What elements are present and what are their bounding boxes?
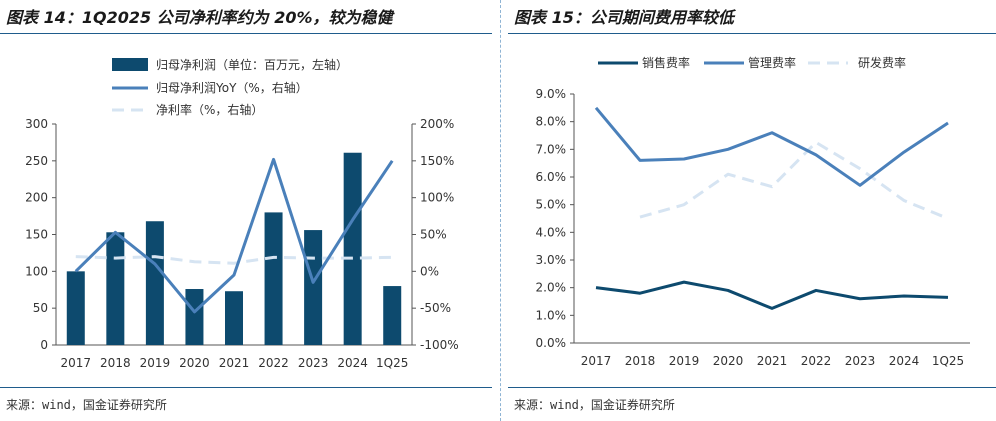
y-right-tick-label: -50% — [420, 301, 451, 315]
y-right-tick-label: 50% — [420, 228, 447, 242]
x-tick-label: 2017 — [581, 354, 612, 368]
y-left-tick-label: 100 — [25, 264, 48, 278]
y-tick-label: 2.0% — [536, 281, 567, 295]
legend-label-yoy: 归母净利润YoY（%，右轴） — [156, 80, 308, 95]
title-rule — [0, 33, 492, 34]
line-yoy — [74, 157, 394, 314]
y-tick-label: 3.0% — [536, 253, 567, 267]
figure-14-panel: 图表 14：1Q2025 公司净利率约为 20%，较为稳健 归母净利润（单位：百… — [0, 0, 492, 421]
y-tick-label: 1.0% — [536, 308, 567, 322]
y-right-tick-label: 150% — [420, 154, 454, 168]
legend-swatch-profit — [112, 58, 148, 71]
figure-15-source: 来源：wind，国金证券研究所 — [514, 398, 675, 412]
y-left-tick-label: 0 — [40, 338, 48, 352]
title-rule — [508, 33, 996, 34]
x-tick-label: 2018 — [100, 356, 131, 370]
y-left-tick-label: 150 — [25, 228, 48, 242]
x-tick-label: 2017 — [61, 356, 92, 370]
x-tick-label: 1Q25 — [376, 356, 408, 370]
line-net-margin — [75, 255, 393, 265]
y-right-tick-label: 100% — [420, 191, 454, 205]
x-tick-label: 2024 — [889, 354, 920, 368]
bar-net-profit — [66, 271, 85, 345]
y-left-tick-label: 250 — [25, 154, 48, 168]
bar-net-profit — [185, 289, 204, 345]
bar-net-profit — [225, 291, 243, 345]
line-sales-expense-ratio — [595, 280, 949, 310]
legend-label-mgmt: 管理费率 — [748, 55, 796, 70]
x-tick-label: 2022 — [801, 354, 832, 368]
y-tick-label: 9.0% — [536, 87, 567, 101]
line-rnd-expense-ratio — [639, 140, 949, 220]
x-tick-label: 2018 — [625, 354, 656, 368]
y-tick-label: 8.0% — [536, 115, 567, 129]
y-tick-label: 0.0% — [536, 336, 567, 350]
y-left-tick-label: 50 — [33, 301, 48, 315]
figure-14-chart: 归母净利润（单位：百万元，左轴） 归母净利润YoY（%，右轴） 净利率（%，右轴） 0… — [25, 57, 459, 370]
x-tick-label: 1Q25 — [932, 354, 964, 368]
bar-net-profit — [343, 152, 362, 345]
y-tick-label: 5.0% — [536, 198, 567, 212]
x-tick-label: 2019 — [140, 356, 171, 370]
y-tick-label: 4.0% — [536, 225, 567, 239]
y-left-tick-label: 300 — [25, 117, 48, 131]
y-left-tick-label: 200 — [25, 191, 48, 205]
figure-15-title: 图表 15：公司期间费用率较低 — [514, 8, 734, 27]
x-tick-label: 2020 — [713, 354, 744, 368]
bar-net-profit — [264, 212, 283, 345]
figure-15-panel: 图表 15：公司期间费用率较低 销售费率 管理费率 研发费率 0.0% 1.0% 2.0%… — [508, 0, 996, 421]
source-rule — [0, 387, 492, 388]
figure-15-chart: 销售费率 管理费率 研发费率 0.0% 1.0% 2.0% 3.0% 4.0% 5.0% 6.0%… — [536, 55, 970, 368]
x-tick-label: 2021 — [219, 356, 250, 370]
x-tick-label: 2024 — [337, 356, 368, 370]
y-right-tick-label: 200% — [420, 117, 454, 131]
line-mgmt-expense-ratio — [594, 106, 949, 187]
bar-net-profit — [304, 230, 323, 345]
x-tick-label: 2021 — [757, 354, 788, 368]
y-right-tick-label: 0% — [420, 264, 439, 278]
legend-label-profit: 归母净利润（单位：百万元，左轴） — [156, 57, 348, 72]
y-tick-label: 7.0% — [536, 142, 567, 156]
panel-divider — [500, 0, 501, 421]
legend-label-sales: 销售费率 — [642, 55, 690, 70]
bar-net-profit — [145, 221, 164, 345]
x-tick-label: 2022 — [258, 356, 289, 370]
figure-14-source: 来源：wind，国金证券研究所 — [6, 398, 167, 412]
bar-net-profit — [383, 286, 402, 345]
x-tick-label: 2023 — [298, 356, 329, 370]
x-tick-label: 2019 — [669, 354, 700, 368]
x-tick-label: 2020 — [179, 356, 210, 370]
y-tick-label: 6.0% — [536, 170, 567, 184]
y-right-tick-label: -100% — [420, 338, 459, 352]
figure-14-title: 图表 14：1Q2025 公司净利率约为 20%，较为稳健 — [6, 8, 393, 27]
legend-label-margin: 净利率（%，右轴） — [156, 102, 263, 117]
source-rule — [508, 387, 996, 388]
x-tick-label: 2023 — [845, 354, 876, 368]
legend-label-rnd: 研发费率 — [858, 55, 906, 70]
bar-net-profit — [106, 232, 125, 345]
